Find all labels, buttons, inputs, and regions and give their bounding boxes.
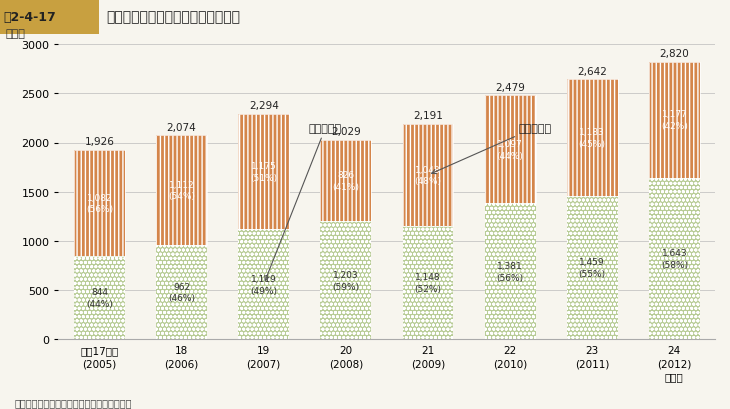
Bar xyxy=(156,245,207,339)
Bar xyxy=(649,63,700,178)
Text: 2,074: 2,074 xyxy=(166,122,196,133)
Text: 図2-4-17: 図2-4-17 xyxy=(4,11,56,24)
Bar xyxy=(320,221,372,339)
Text: 1,643
(58%): 1,643 (58%) xyxy=(661,248,688,269)
Text: 2,820: 2,820 xyxy=(659,49,689,59)
Bar xyxy=(402,227,453,339)
Bar xyxy=(402,124,453,227)
Bar xyxy=(566,196,618,339)
Bar xyxy=(649,63,700,178)
Bar xyxy=(74,151,125,256)
Text: アジア拠点: アジア拠点 xyxy=(265,124,342,281)
Bar xyxy=(485,96,536,204)
Bar xyxy=(402,124,453,227)
Bar xyxy=(74,151,125,256)
Bar xyxy=(566,196,618,339)
Bar xyxy=(566,80,618,196)
Text: 1,082
(56%): 1,082 (56%) xyxy=(86,193,113,214)
Text: 2,029: 2,029 xyxy=(331,127,361,137)
Bar xyxy=(238,229,289,339)
Text: 962
(46%): 962 (46%) xyxy=(168,282,195,303)
Text: 1,148
(52%): 1,148 (52%) xyxy=(415,273,442,294)
Bar xyxy=(320,140,372,221)
Bar xyxy=(320,221,372,339)
Text: 844
(44%): 844 (44%) xyxy=(86,288,113,308)
Bar xyxy=(402,227,453,339)
Text: 2,191: 2,191 xyxy=(413,111,443,121)
Text: 1,119
(49%): 1,119 (49%) xyxy=(250,274,277,295)
Text: 1,177
(42%): 1,177 (42%) xyxy=(661,110,688,131)
Text: 1,043
(48%): 1,043 (48%) xyxy=(415,165,442,186)
Bar xyxy=(238,114,289,229)
Bar xyxy=(485,96,536,204)
Bar xyxy=(238,229,289,339)
Bar xyxy=(649,178,700,339)
Bar xyxy=(485,204,536,339)
Text: 1,112
(54%): 1,112 (54%) xyxy=(168,180,195,201)
Text: 1,175
(51%): 1,175 (51%) xyxy=(250,162,277,182)
Bar xyxy=(238,114,289,229)
Bar xyxy=(156,136,207,245)
Text: 日系食品製造業の海外売上高の推移: 日系食品製造業の海外売上高の推移 xyxy=(106,10,240,25)
Text: 1,203
(59%): 1,203 (59%) xyxy=(332,270,359,291)
Bar xyxy=(566,80,618,196)
Text: 1,183
(45%): 1,183 (45%) xyxy=(579,128,606,148)
Bar xyxy=(320,140,372,221)
Text: 2,479: 2,479 xyxy=(495,83,525,93)
Text: 1,459
(55%): 1,459 (55%) xyxy=(579,258,606,278)
Text: 1,097
(44%): 1,097 (44%) xyxy=(496,140,523,160)
Text: 2,642: 2,642 xyxy=(577,67,607,77)
Text: その他拠点: その他拠点 xyxy=(431,124,551,174)
Text: 十億円: 十億円 xyxy=(6,29,26,39)
FancyBboxPatch shape xyxy=(0,0,99,35)
Bar xyxy=(156,136,207,245)
Bar xyxy=(156,245,207,339)
Bar xyxy=(74,256,125,339)
Text: 1,381
(56%): 1,381 (56%) xyxy=(496,261,523,282)
Bar xyxy=(649,178,700,339)
Text: 1,926: 1,926 xyxy=(85,137,115,147)
Bar xyxy=(74,256,125,339)
Text: 826
(41%): 826 (41%) xyxy=(332,171,359,191)
Text: 2,294: 2,294 xyxy=(249,101,279,111)
Text: 資料：経済産業省「海外事業活動基本調査」: 資料：経済産業省「海外事業活動基本調査」 xyxy=(15,397,132,407)
Bar xyxy=(485,204,536,339)
